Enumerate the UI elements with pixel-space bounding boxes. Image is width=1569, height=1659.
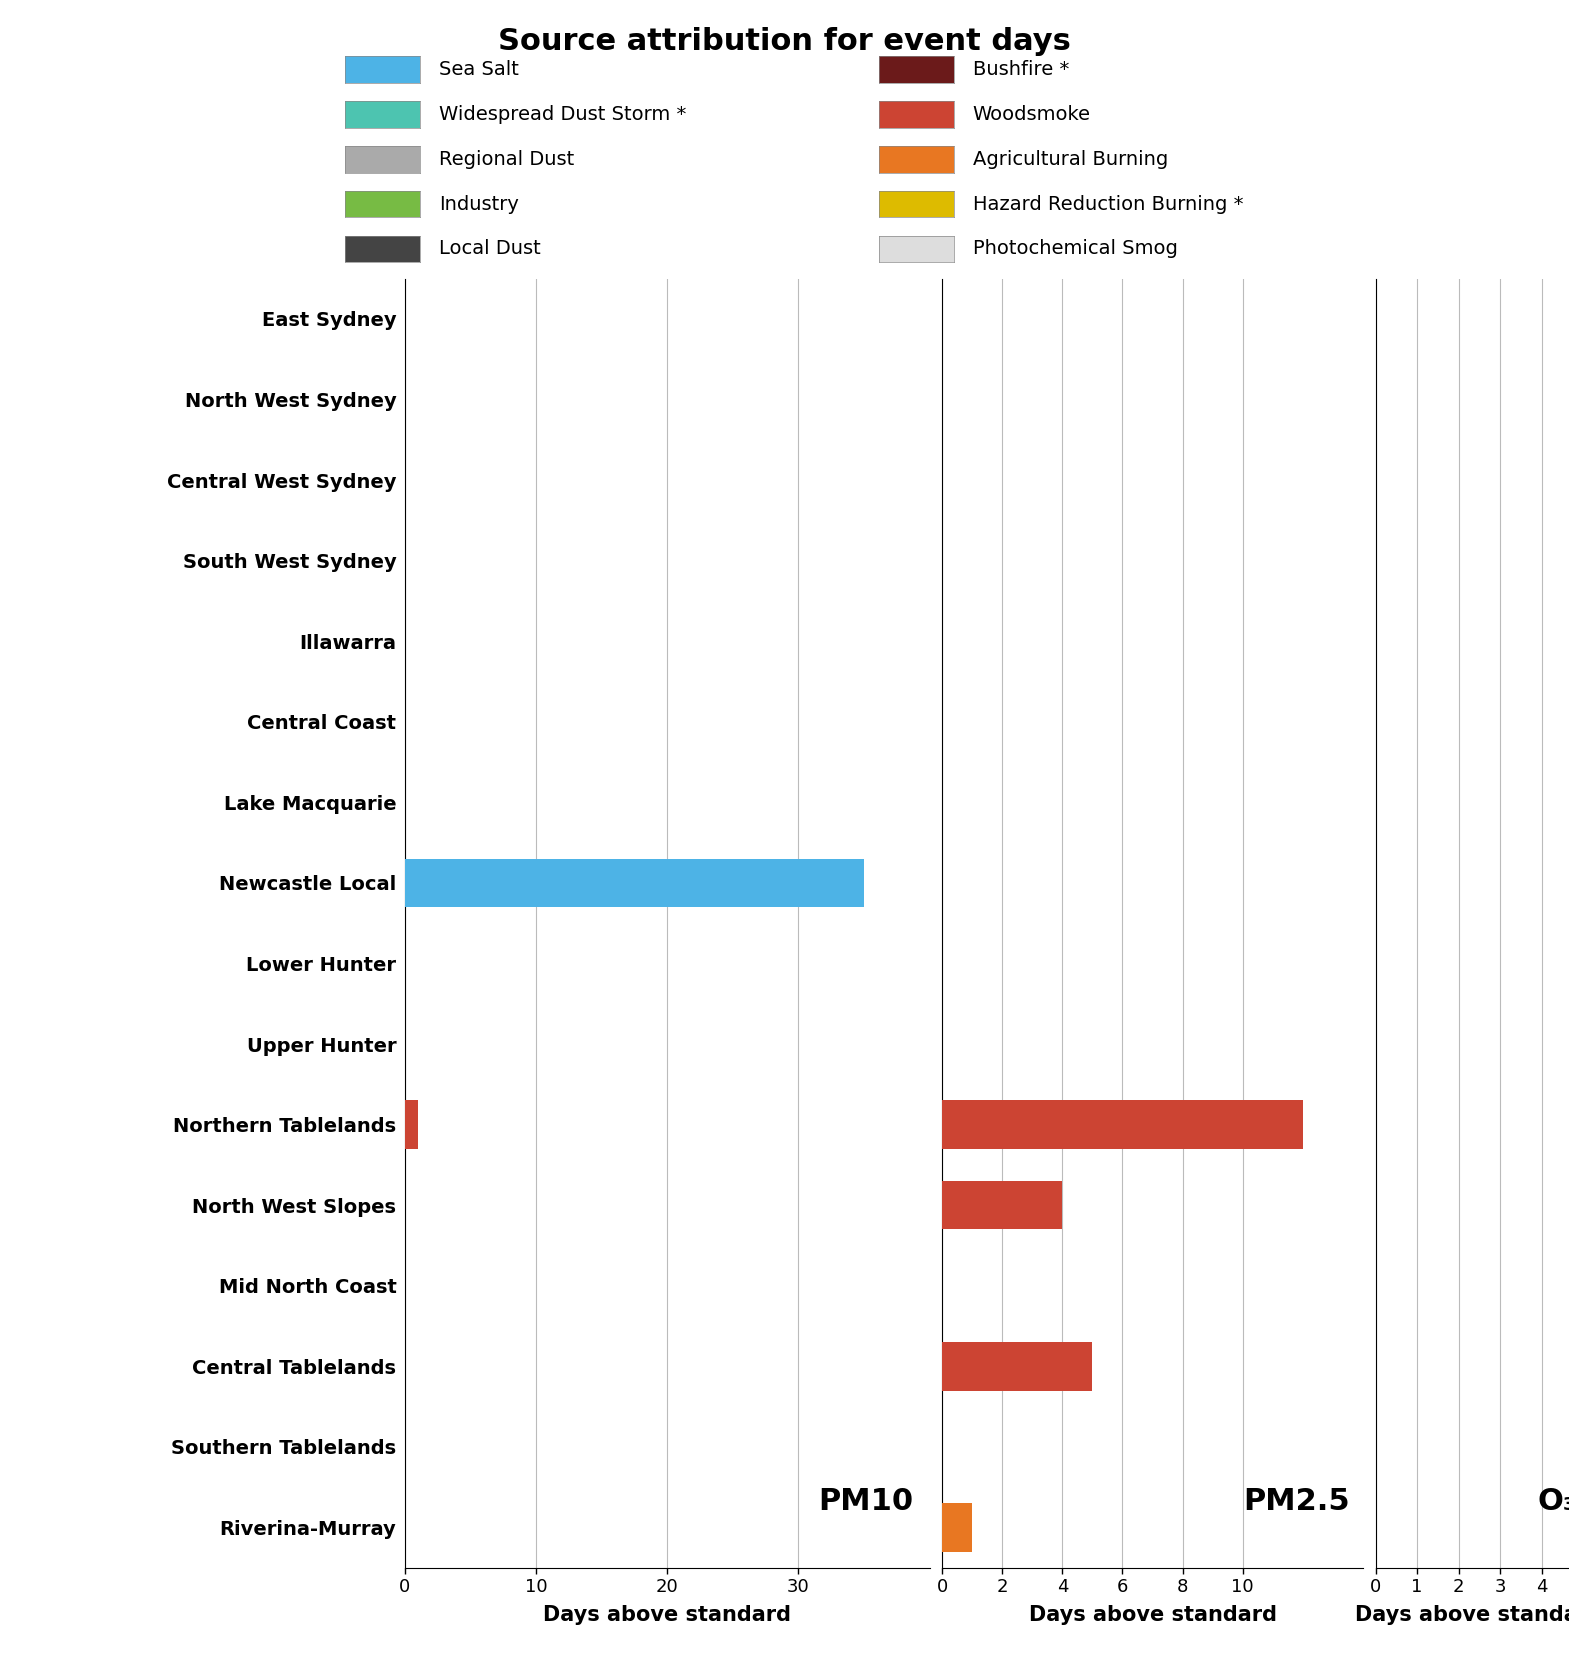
Text: Agricultural Burning: Agricultural Burning bbox=[973, 149, 1167, 169]
Text: Woodsmoke: Woodsmoke bbox=[973, 105, 1090, 124]
Text: Local Dust: Local Dust bbox=[439, 239, 541, 259]
X-axis label: Days above standard: Days above standard bbox=[543, 1604, 791, 1624]
Text: PM2.5: PM2.5 bbox=[1244, 1486, 1351, 1516]
X-axis label: Days above standard: Days above standard bbox=[1029, 1604, 1277, 1624]
Text: Bushfire *: Bushfire * bbox=[973, 60, 1068, 80]
Bar bbox=[405, 859, 865, 907]
Bar bbox=[941, 1181, 1062, 1229]
Text: Photochemical Smog: Photochemical Smog bbox=[973, 239, 1178, 259]
Bar bbox=[941, 1100, 1302, 1148]
Text: Source attribution for event days: Source attribution for event days bbox=[497, 27, 1072, 55]
Text: Industry: Industry bbox=[439, 194, 519, 214]
Text: Regional Dust: Regional Dust bbox=[439, 149, 574, 169]
Text: Widespread Dust Storm *: Widespread Dust Storm * bbox=[439, 105, 687, 124]
Text: Sea Salt: Sea Salt bbox=[439, 60, 519, 80]
X-axis label: Days above standard: Days above standard bbox=[1356, 1604, 1569, 1624]
Bar bbox=[941, 1503, 973, 1551]
Text: O₃: O₃ bbox=[1538, 1486, 1569, 1516]
Text: Hazard Reduction Burning *: Hazard Reduction Burning * bbox=[973, 194, 1243, 214]
Bar bbox=[941, 1342, 1092, 1390]
Bar bbox=[405, 1100, 417, 1148]
Text: PM10: PM10 bbox=[819, 1486, 913, 1516]
